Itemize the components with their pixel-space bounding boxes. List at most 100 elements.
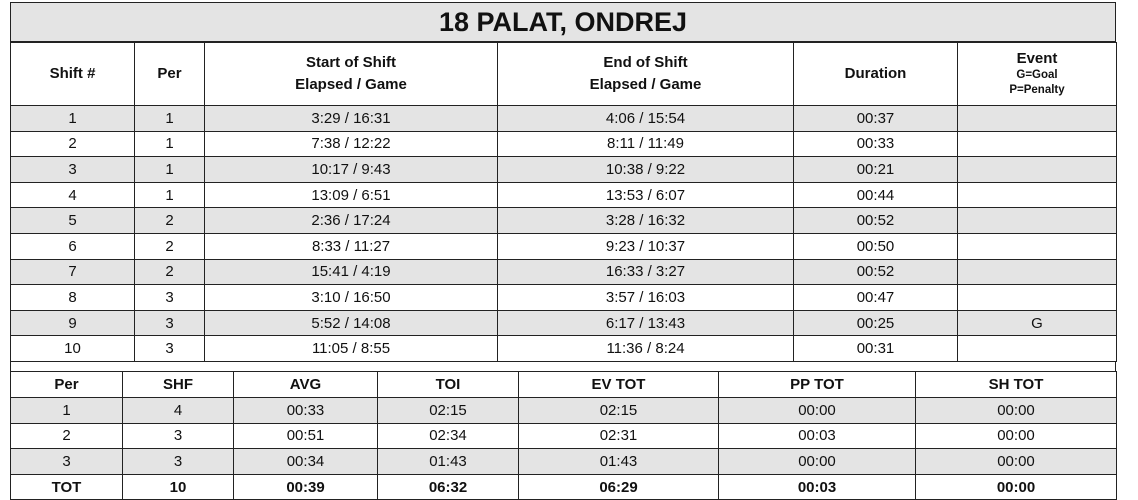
- summary-cell-period: 3: [10, 448, 123, 475]
- cell-event: [957, 130, 1117, 158]
- summary-cell-toi: 02:34: [377, 422, 519, 450]
- cell-start: 13:09 / 6:51: [204, 181, 498, 209]
- table-gap: [10, 361, 1116, 371]
- cell-shift-number: 1: [10, 105, 135, 132]
- cell-duration: 00:37: [793, 105, 958, 132]
- cell-duration: 00:52: [793, 207, 958, 234]
- cell-start: 10:17 / 9:43: [204, 156, 498, 183]
- cell-shift-number: 8: [10, 284, 135, 311]
- cell-start: 5:52 / 14:08: [204, 309, 498, 337]
- header-event-line2: G=Goal: [1016, 69, 1058, 81]
- header-end-line2: Elapsed / Game: [589, 76, 702, 93]
- cell-start: 3:10 / 16:50: [204, 284, 498, 311]
- cell-event: [957, 258, 1117, 286]
- cell-period: 3: [134, 284, 205, 311]
- summary-row: 1 4 00:33 02:15 02:15 00:00 00:00: [10, 396, 1117, 424]
- table-row: 3 1 10:17 / 9:43 10:38 / 9:22 00:21: [10, 156, 1117, 183]
- summary-cell-toi: 01:43: [377, 448, 519, 475]
- summary-cell-average: 00:34: [233, 448, 378, 475]
- cell-event: [957, 284, 1117, 311]
- header-event-line1: Event: [1016, 50, 1058, 67]
- cell-end: 16:33 / 3:27: [497, 258, 794, 286]
- cell-end: 3:57 / 16:03: [497, 284, 794, 311]
- cell-event: [957, 207, 1117, 234]
- cell-event: [957, 105, 1117, 132]
- summary-cell-period: TOT: [10, 473, 123, 500]
- cell-period: 1: [134, 181, 205, 209]
- cell-start: 2:36 / 17:24: [204, 207, 498, 234]
- summary-cell-average: 00:39: [233, 473, 378, 500]
- cell-duration: 00:52: [793, 258, 958, 286]
- table-row: 7 2 15:41 / 4:19 16:33 / 3:27 00:52: [10, 258, 1117, 286]
- summary-header-period: Per: [10, 370, 123, 398]
- summary-cell-average: 00:51: [233, 422, 378, 450]
- shift-table-body: 1 1 3:29 / 16:31 4:06 / 15:54 00:37 2 1 7:38 / …: [10, 105, 1117, 362]
- summary-cell-sh-tot: 00:00: [915, 396, 1117, 424]
- summary-table-header: Per SHF AVG TOI EV TOT PP TOT SH TOT: [10, 370, 1117, 398]
- cell-shift-number: 7: [10, 258, 135, 286]
- summary-cell-pp-tot: 00:03: [718, 422, 916, 450]
- summary-cell-pp-tot: 00:00: [718, 396, 916, 424]
- cell-period: 3: [134, 309, 205, 337]
- summary-header-ev-tot: EV TOT: [518, 370, 719, 398]
- summary-cell-ev-tot: 01:43: [518, 448, 719, 475]
- cell-period: 3: [134, 335, 205, 362]
- cell-start: 15:41 / 4:19: [204, 258, 498, 286]
- header-shift-number: Shift #: [10, 42, 135, 106]
- summary-cell-sh-tot: 00:00: [915, 448, 1117, 475]
- summary-cell-pp-tot: 00:00: [718, 448, 916, 475]
- cell-end: 9:23 / 10:37: [497, 232, 794, 260]
- table-row: 5 2 2:36 / 17:24 3:28 / 16:32 00:52: [10, 207, 1117, 234]
- cell-shift-number: 2: [10, 130, 135, 158]
- cell-event: G: [957, 309, 1117, 337]
- cell-duration: 00:25: [793, 309, 958, 337]
- cell-end: 4:06 / 15:54: [497, 105, 794, 132]
- header-start-line2: Elapsed / Game: [295, 76, 407, 93]
- summary-cell-sh-tot: 00:00: [915, 473, 1117, 500]
- cell-duration: 00:47: [793, 284, 958, 311]
- header-duration: Duration: [793, 42, 958, 106]
- cell-end: 13:53 / 6:07: [497, 181, 794, 209]
- header-start-line1: Start of Shift: [306, 54, 396, 71]
- table-row: 9 3 5:52 / 14:08 6:17 / 13:43 00:25 G: [10, 309, 1117, 337]
- summary-cell-pp-tot: 00:03: [718, 473, 916, 500]
- header-event-line3: P=Penalty: [1009, 84, 1065, 96]
- cell-duration: 00:50: [793, 232, 958, 260]
- header-end-of-shift: End of Shift Elapsed / Game: [497, 42, 794, 106]
- cell-period: 1: [134, 156, 205, 183]
- shift-table-header: Shift # Per Start of Shift Elapsed / Gam…: [10, 42, 1117, 106]
- table-row: 6 2 8:33 / 11:27 9:23 / 10:37 00:50: [10, 232, 1117, 260]
- summary-cell-ev-tot: 06:29: [518, 473, 719, 500]
- cell-period: 2: [134, 207, 205, 234]
- summary-table-body: 1 4 00:33 02:15 02:15 00:00 00:00 2 3 00:51 02:34 0…: [10, 396, 1117, 500]
- summary-header-pp-tot: PP TOT: [718, 370, 916, 398]
- cell-duration: 00:21: [793, 156, 958, 183]
- summary-cell-sh-tot: 00:00: [915, 422, 1117, 450]
- summary-cell-shifts: 10: [122, 473, 234, 500]
- cell-period: 2: [134, 258, 205, 286]
- header-period: Per: [134, 42, 205, 106]
- cell-shift-number: 5: [10, 207, 135, 234]
- cell-end: 3:28 / 16:32: [497, 207, 794, 234]
- header-end-line1: End of Shift: [603, 54, 688, 71]
- summary-cell-period: 2: [10, 422, 123, 450]
- cell-event: [957, 232, 1117, 260]
- cell-end: 10:38 / 9:22: [497, 156, 794, 183]
- cell-shift-number: 3: [10, 156, 135, 183]
- header-start-of-shift: Start of Shift Elapsed / Game: [204, 42, 498, 106]
- cell-period: 1: [134, 130, 205, 158]
- cell-shift-number: 4: [10, 181, 135, 209]
- header-event: Event G=Goal P=Penalty: [957, 42, 1117, 106]
- summary-cell-toi: 06:32: [377, 473, 519, 500]
- cell-start: 7:38 / 12:22: [204, 130, 498, 158]
- shift-table: Shift # Per Start of Shift Elapsed / Gam…: [10, 42, 1117, 362]
- table-row: 2 1 7:38 / 12:22 8:11 / 11:49 00:33: [10, 130, 1117, 158]
- summary-header-shifts: SHF: [122, 370, 234, 398]
- summary-cell-shifts: 3: [122, 448, 234, 475]
- table-row: 8 3 3:10 / 16:50 3:57 / 16:03 00:47: [10, 284, 1117, 311]
- cell-start: 11:05 / 8:55: [204, 335, 498, 362]
- cell-start: 3:29 / 16:31: [204, 105, 498, 132]
- cell-event: [957, 335, 1117, 362]
- cell-duration: 00:33: [793, 130, 958, 158]
